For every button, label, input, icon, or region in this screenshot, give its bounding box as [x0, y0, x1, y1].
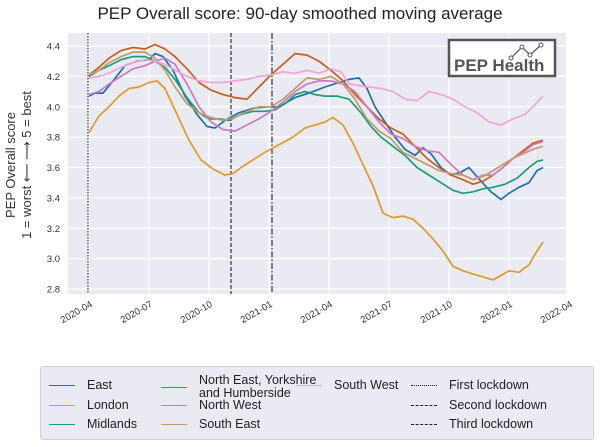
y-axis-label-line2: 1 = worst ⟵ ⟶ 5 = best [19, 91, 34, 239]
legend-label: South West [334, 378, 399, 392]
legend-swatch [161, 405, 187, 406]
legend-item: South West [296, 379, 398, 392]
legend-item: South East [161, 418, 260, 431]
x-tick-label: 2022-04 [539, 299, 575, 326]
legend-swatch [49, 385, 75, 386]
logo-node-icon [538, 42, 544, 48]
legend-item: East [49, 379, 112, 392]
y-tick-label: 2.8 [47, 285, 60, 296]
logo-node-icon [508, 55, 514, 61]
logo-frame [447, 38, 557, 78]
series-lines [88, 43, 544, 281]
y-tick-label: 3.2 [47, 224, 60, 235]
legend-item: Second lockdown [411, 399, 547, 412]
legend-item: Midlands [49, 418, 137, 431]
logo-graph-icon [510, 44, 542, 59]
legend-swatch [411, 385, 437, 386]
legend-swatch [411, 424, 437, 425]
legend: East London Midlands North East, Yorkshire … [40, 366, 594, 440]
logo-node-icon [527, 52, 533, 58]
legend-swatch [296, 385, 322, 386]
logo-text: PEP Health [454, 56, 544, 75]
y-tick-label: 3.6 [47, 163, 60, 174]
legend-label: First lockdown [449, 378, 529, 392]
x-tick-label: 2022-01 [479, 299, 515, 326]
series-line-midlands [88, 55, 544, 195]
x-tick-label: 2020-10 [179, 299, 215, 326]
legend-label: North East, Yorkshire and Humberside [199, 373, 317, 400]
legend-label: Third lockdown [449, 417, 534, 431]
legend-label: North West [199, 398, 262, 412]
y-tick-label: 3.8 [47, 133, 60, 144]
legend-swatch [49, 405, 75, 406]
legend-label: East [87, 378, 113, 392]
y-axis-ticks: 2.8 3.0 3.2 3.4 3.6 3.8 4.0 4.2 4.4 [47, 42, 60, 296]
y-tick-label: 4.4 [47, 42, 60, 53]
series-line-north-east-yorkshire-and-humberside [88, 43, 544, 186]
legend-item: North West [161, 399, 261, 412]
series-line-south-west [88, 58, 544, 126]
series-line-london [88, 80, 544, 281]
legend-item: London [49, 399, 129, 412]
x-tick-label: 2020-07 [119, 299, 155, 326]
x-tick-label: 2021-04 [299, 299, 335, 326]
chart-title: PEP Overall score: 90-day smoothed movin… [97, 4, 503, 23]
legend-swatch [411, 405, 437, 406]
legend-label: South East [199, 417, 261, 431]
legend-item: First lockdown [411, 379, 529, 392]
x-tick-label: 2020-04 [59, 299, 95, 326]
legend-swatch [49, 424, 75, 425]
y-tick-label: 3.4 [47, 193, 60, 204]
x-axis-ticks: 2020-04 2020-07 2020-10 2021-01 2021-04 2021-… [59, 299, 575, 326]
pep-health-logo: PEP Health [447, 38, 557, 78]
legend-label: London [87, 398, 129, 412]
legend-swatch [161, 386, 187, 388]
lockdown-lines [87, 33, 273, 294]
logo-node-icon [519, 44, 525, 50]
x-tick-label: 2021-01 [239, 299, 275, 326]
legend-label: Midlands [87, 417, 138, 431]
legend-label: Second lockdown [449, 398, 547, 412]
y-tick-label: 3.0 [47, 254, 60, 265]
legend-item: North East, Yorkshire and Humberside [161, 374, 316, 400]
x-tick-label: 2021-10 [419, 299, 455, 326]
legend-swatch [161, 424, 187, 425]
series-line-south-east [88, 51, 544, 181]
legend-item: Third lockdown [411, 418, 533, 431]
chart-canvas: 2.83.03.23.43.63.84.04.24.4 2020-04 2020-… [3, 33, 575, 326]
y-tick-label: 4.0 [47, 102, 60, 113]
y-axis-label-line1: PEP Overall score [3, 112, 18, 218]
x-tick-label: 2021-07 [359, 299, 395, 326]
y-tick-label: 4.2 [47, 72, 60, 83]
